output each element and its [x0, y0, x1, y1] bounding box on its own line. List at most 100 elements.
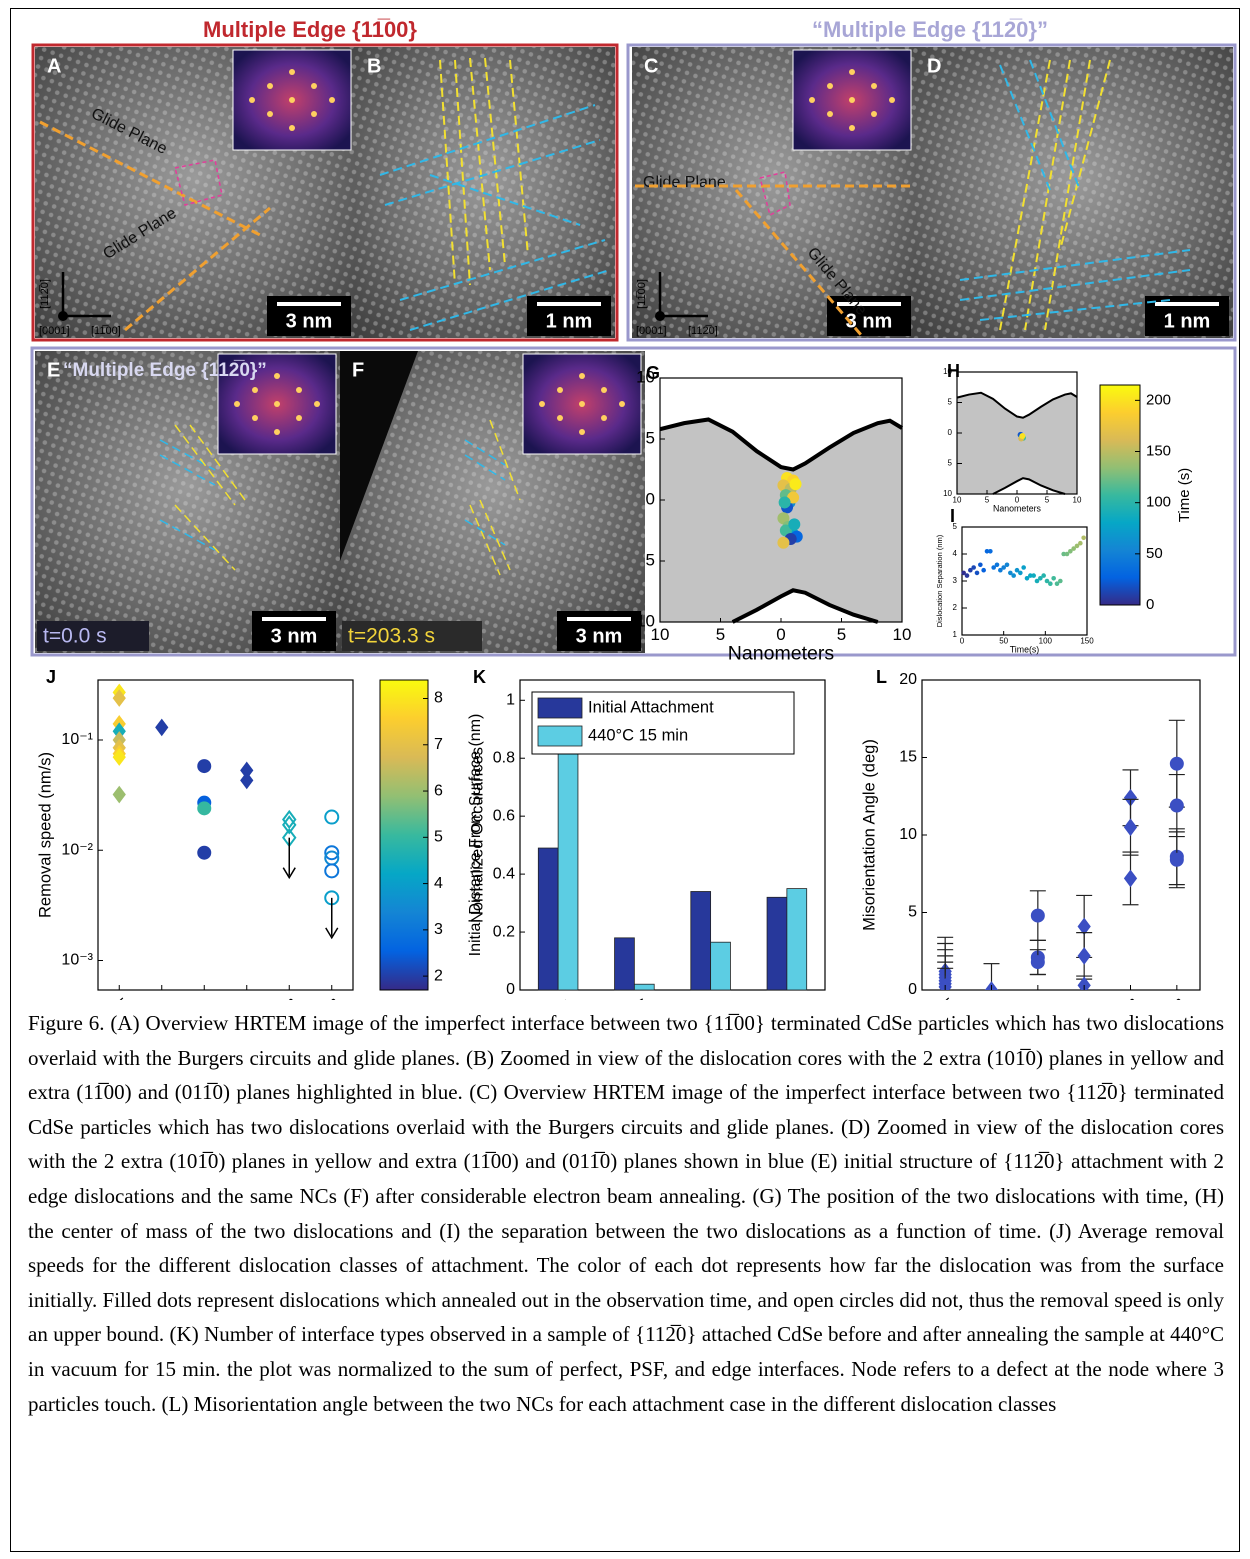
bar — [711, 942, 731, 990]
time-stamp: t=203.3 s — [348, 625, 435, 648]
dislocation-point — [790, 478, 802, 490]
bar — [634, 984, 654, 990]
axis-label: [11̅00] — [636, 279, 648, 309]
data-point — [198, 802, 211, 815]
y-tick-label: 5 — [908, 904, 917, 921]
dislocation-point — [1011, 573, 1016, 578]
fft-spot — [289, 69, 295, 75]
dislocation-point — [1048, 581, 1053, 586]
x-tick-label: {112̅0}⊥ Edge — [921, 995, 1005, 1000]
dislocation-point — [1081, 536, 1086, 541]
x-tick-label: 10 — [953, 496, 962, 505]
x-tick-label: 0 — [776, 625, 785, 644]
fft-spot — [274, 429, 280, 435]
scale-bar-label: 3 nm — [271, 625, 318, 647]
fft-spot — [296, 415, 302, 421]
y-tick-label: 10⁻¹ — [61, 731, 93, 748]
scale-bar-label: 3 nm — [576, 625, 623, 647]
y-tick-label: 1 — [506, 691, 515, 708]
dislocation-point — [1021, 565, 1026, 570]
fft-spot — [827, 83, 833, 89]
bar — [558, 754, 578, 990]
time-stamp: t=0.0 s — [43, 625, 107, 648]
y-tick-label: 10 — [899, 826, 917, 843]
x-axis-title: Time(s) — [1010, 645, 1040, 655]
colorbar-tick-label: 2 — [434, 967, 443, 984]
fft-spot — [619, 401, 625, 407]
colorbar-tick-label: 4 — [434, 875, 443, 892]
fft-spot — [809, 97, 815, 103]
plot-frame — [98, 680, 353, 990]
data-point — [1170, 757, 1183, 770]
dislocation-point — [981, 568, 986, 573]
y-axis-title: Misorientation Angle (deg) — [860, 739, 878, 931]
y-tick-label: 0.6 — [493, 807, 515, 824]
colorbar-tick-label: 100 — [1146, 494, 1171, 511]
dislocation-point — [978, 563, 983, 568]
axis-label: [0001] — [636, 325, 667, 337]
dislocation-point — [788, 518, 800, 530]
data-point — [1170, 799, 1183, 812]
colorbar-tick-label: 50 — [1146, 545, 1163, 562]
dislocation-point — [777, 537, 789, 549]
dislocation-point — [965, 573, 970, 578]
fft-spot — [274, 401, 280, 407]
image-label: B — [367, 55, 381, 77]
scale-bar-label: 3 nm — [286, 310, 333, 332]
panel-title: Multiple Edge {11̅00} — [203, 17, 417, 42]
figure-caption: Figure 6. (A) Overview HRTEM image of th… — [28, 1006, 1224, 1421]
y-tick-label: 0 — [948, 428, 953, 437]
colorbar-tick-label: 7 — [434, 736, 443, 753]
dislocation-point — [1019, 433, 1025, 439]
page: Multiple Edge {11̅00} “Multiple Edge {112… — [0, 0, 1250, 1559]
micrograph-lattice — [915, 47, 1233, 338]
scale-bar-label: 1 nm — [1164, 310, 1211, 332]
axis-label: [112̅0] — [688, 325, 718, 337]
x-tick-label: 5 — [985, 496, 990, 505]
fft-spot — [274, 373, 280, 379]
y-axis-title: Removal speed (nm/s) — [36, 752, 54, 918]
legend-label: 440°C 15 min — [588, 726, 688, 744]
bar — [538, 848, 558, 990]
data-point — [1031, 909, 1044, 922]
image-label: C — [644, 55, 658, 77]
x-tick-label: {112̅0}⊥ Edge — [91, 995, 175, 1000]
x-tick-label: {112̅0} Partial PSF — [853, 995, 958, 1000]
y-tick-label: 0 — [506, 981, 515, 998]
colorbar — [1100, 385, 1140, 605]
y-tick-label: 5 — [948, 398, 953, 407]
scale-bar-label: 1 nm — [546, 310, 593, 332]
axis-origin — [655, 311, 665, 321]
y-tick-label: 10⁻³ — [61, 952, 93, 969]
fft-spot — [579, 373, 585, 379]
y-tick-label: 0 — [646, 489, 655, 508]
image-label: E — [47, 359, 60, 381]
y-tick-label: 10⁻² — [61, 841, 93, 858]
plot-frame — [962, 527, 1087, 635]
x-tick-label: 5 — [837, 625, 846, 644]
plot-frame — [922, 680, 1200, 990]
x-tick-label: 10 — [893, 625, 912, 644]
x-tick-label: PSF — [615, 996, 651, 1000]
y-axis-title: Normalized Occurances — [468, 747, 486, 923]
image-title: “Multiple Edge {112̅0}” — [63, 360, 267, 381]
colorbar-tick-label: 5 — [434, 829, 443, 846]
x-axis-title: Nanometers — [993, 504, 1042, 514]
fft-spot — [557, 387, 563, 393]
y-tick-label: 5 — [646, 550, 655, 569]
colorbar — [380, 680, 428, 990]
y-tick-label: 5 — [646, 428, 655, 447]
colorbar-tick-label: 150 — [1146, 442, 1171, 459]
fft-spot — [849, 69, 855, 75]
y-tick-label: 0.4 — [493, 865, 515, 882]
dislocation-point — [779, 496, 791, 508]
colorbar-tick-label: 0 — [1146, 596, 1154, 613]
fft-spot — [871, 111, 877, 117]
bar — [691, 891, 711, 990]
fft-spot — [889, 97, 895, 103]
fft-spot — [601, 415, 607, 421]
fft-spot — [579, 401, 585, 407]
fft-spot — [267, 111, 273, 117]
fft-spot — [249, 97, 255, 103]
x-tick-label: Perfect — [522, 996, 575, 1000]
